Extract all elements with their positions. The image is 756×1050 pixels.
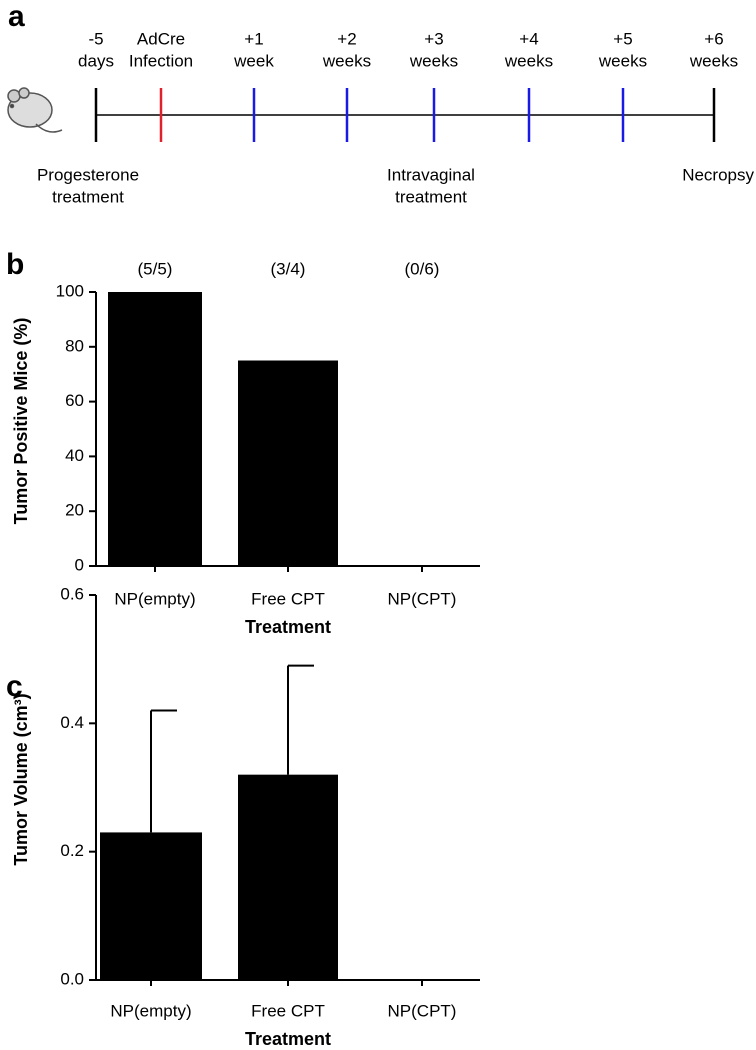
y-tick-label: 0.2: [60, 841, 84, 860]
y-tick-label: 0: [75, 555, 84, 574]
y-tick-label: 60: [65, 391, 84, 410]
timeline-label: Infection: [129, 51, 193, 70]
timeline-label: +5: [613, 29, 632, 48]
timeline-label: weeks: [689, 51, 738, 70]
timeline-label: -5: [88, 29, 103, 48]
y-tick-label: 20: [65, 501, 84, 520]
y-tick-label: 100: [56, 281, 84, 300]
timeline-note: Intravaginal: [387, 165, 475, 184]
timeline-label: +2: [337, 29, 356, 48]
annotation: (5/5): [138, 259, 173, 278]
y-tick-label: 0.6: [60, 584, 84, 603]
timeline-label: weeks: [322, 51, 371, 70]
bar: [238, 360, 338, 566]
annotation: (3/4): [271, 259, 306, 278]
bar: [108, 292, 202, 566]
x-tick-label: NP(empty): [110, 1001, 191, 1020]
x-tick-label: Free CPT: [251, 1001, 325, 1020]
timeline-note: treatment: [395, 187, 467, 206]
timeline-label: +3: [424, 29, 443, 48]
timeline-label: AdCre: [137, 29, 185, 48]
bar: [238, 774, 338, 980]
y-axis-title: Tumor Volume (cm³): [11, 693, 31, 865]
timeline-label: week: [233, 51, 274, 70]
y-tick-label: 0.4: [60, 713, 84, 732]
y-axis-title: Tumor Positive Mice (%): [11, 318, 31, 525]
timeline-label: weeks: [598, 51, 647, 70]
timeline-label: +6: [704, 29, 723, 48]
timeline-note: Progesterone: [37, 165, 139, 184]
panel-label: a: [8, 0, 25, 33]
timeline-label: +4: [519, 29, 538, 48]
y-tick-label: 40: [65, 446, 84, 465]
timeline-label: weeks: [504, 51, 553, 70]
y-tick-label: 0.0: [60, 969, 84, 988]
panel-label: b: [6, 248, 24, 281]
x-tick-label: NP(CPT): [388, 589, 457, 608]
timeline-note: Necropsy: [682, 165, 754, 184]
x-axis-title: Treatment: [245, 617, 331, 637]
timeline-label: weeks: [409, 51, 458, 70]
x-axis-title: Treatment: [245, 1029, 331, 1049]
timeline-label: days: [78, 51, 114, 70]
mouse-icon: [7, 87, 63, 133]
x-tick-label: NP(CPT): [388, 1001, 457, 1020]
timeline-note: treatment: [52, 187, 124, 206]
panel-label: c: [6, 670, 23, 703]
x-tick-label: NP(empty): [114, 589, 195, 608]
x-tick-label: Free CPT: [251, 589, 325, 608]
y-tick-label: 80: [65, 336, 84, 355]
error-bar: [150, 709, 177, 833]
error-bar: [287, 664, 314, 775]
timeline-label: +1: [244, 29, 263, 48]
bar: [100, 832, 202, 980]
annotation: (0/6): [405, 259, 440, 278]
